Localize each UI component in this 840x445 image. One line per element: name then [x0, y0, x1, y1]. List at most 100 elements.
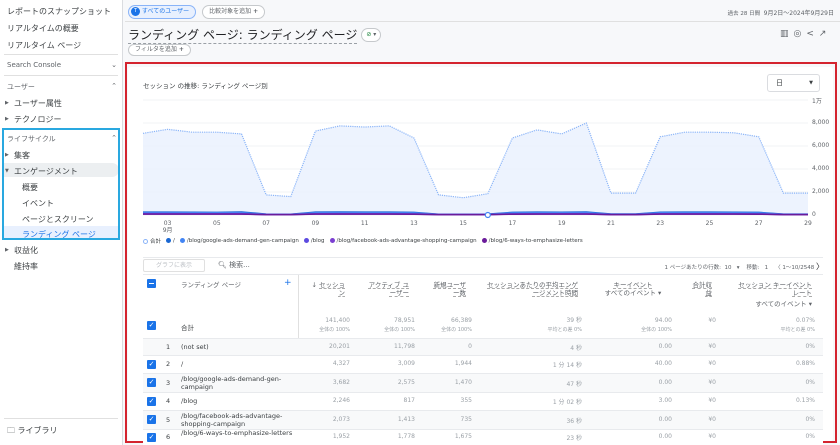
x-tick-label: 09	[312, 220, 320, 227]
header-new-users[interactable]: 新規ユーザー数	[430, 281, 466, 297]
table-row[interactable]	[143, 410, 823, 429]
library-label: ライブラリ	[17, 426, 58, 435]
chart-title: セッション の推移: ランディング ページ別	[143, 82, 268, 90]
legend-item[interactable]: /blog/6-ways-to-emphasize-letters	[481, 238, 583, 244]
nav-snapshot[interactable]: レポートのスナップショット	[7, 7, 111, 16]
row-landing-page[interactable]: /	[181, 360, 184, 368]
title-status-dropdown[interactable]: ⊘ ▾	[361, 28, 382, 42]
granularity-select[interactable]: 日 ▼	[767, 74, 820, 92]
nav-retention[interactable]: 維持率	[14, 262, 38, 271]
segment-bar: T すべてのユーザー 比較対象を追加 +	[128, 5, 266, 19]
row-landing-page[interactable]: (not set)	[181, 342, 209, 351]
caret-right-icon: ▶	[5, 116, 9, 122]
rate-filter[interactable]: すべてのイベント ▾	[755, 300, 812, 308]
legend-item[interactable]: /blog	[303, 238, 325, 244]
hover-point	[484, 211, 491, 219]
row-landing-page[interactable]: /blog/google-ads-demand-gen-campaign	[181, 374, 282, 391]
nav-events[interactable]: イベント	[22, 199, 54, 208]
row-checkbox[interactable]: ✓	[147, 359, 156, 369]
table-row[interactable]	[143, 429, 823, 445]
table-search[interactable]: 🔍︎ 検索...	[218, 260, 250, 270]
nav-realtime-overview[interactable]: リアルタイムの概要	[7, 24, 79, 33]
x-month-label: 9月	[162, 227, 173, 234]
nav-library[interactable]: 🗀 ライブラリ	[7, 425, 58, 439]
nav-realtime-pages[interactable]: リアルタイム ページ	[7, 41, 82, 50]
nav-acquisition[interactable]: ▶ 集客	[5, 150, 30, 161]
table-row[interactable]	[143, 355, 823, 373]
key-event-rate-label: セッション キーイベント レート	[738, 281, 812, 297]
header-revenue[interactable]: 合計収益	[690, 281, 713, 297]
nav-engagement-overview[interactable]: 概要	[22, 183, 38, 192]
row-cell: 4,327	[332, 360, 350, 367]
nav-lifecycle[interactable]: ライフサイクル ⌃	[7, 134, 117, 144]
table-row[interactable]	[143, 338, 823, 355]
search-console-label: Search Console	[7, 61, 62, 69]
nav-landing-page[interactable]: ランディング ページ	[22, 230, 96, 239]
share-icon[interactable]: <	[806, 29, 819, 39]
x-tick-text: 23	[656, 220, 665, 227]
row-landing-page[interactable]: /blog	[181, 397, 198, 405]
row-landing-page[interactable]: /blog/6-ways-to-emphasize-letters	[181, 429, 293, 437]
nav-engagement[interactable]: ▼ エンゲージメント	[5, 166, 78, 177]
customize-report-icon[interactable]: ▥	[780, 29, 794, 39]
segment-chip[interactable]: T すべてのユーザー	[128, 5, 197, 19]
x-tick-text: 17	[508, 220, 517, 227]
header-sessions[interactable]: ↓ セッション	[305, 281, 345, 297]
nav-search-console[interactable]: Search Console ⌄	[7, 61, 117, 69]
prev-page-icon[interactable]: 〈	[775, 265, 781, 271]
header-avg-engagement[interactable]: セッションあたりの平均エンゲージメント時間	[486, 281, 578, 297]
add-comparison-button[interactable]: 比較対象を追加 +	[202, 5, 266, 19]
goto-label: 移動:	[746, 265, 760, 271]
legend-dot	[303, 238, 309, 243]
page-title[interactable]: ランディング ページ: ランディング ページ	[128, 28, 358, 44]
row-checkbox[interactable]: ✓	[147, 396, 156, 406]
insights-icon[interactable]: ◎	[793, 29, 807, 39]
nav-user-section[interactable]: ユーザー ⌃	[7, 82, 117, 92]
plus-icon: +	[253, 8, 259, 15]
legend-item[interactable]: /blog/google-ads-demand-gen-campaign	[179, 238, 299, 244]
table-row[interactable]	[143, 392, 823, 410]
date-range-picker[interactable]: 過去 28 日間 9月2日～2024年9月29日	[728, 8, 834, 17]
nav-pages-screens[interactable]: ページとスクリーン	[22, 215, 94, 224]
row-cell: ¥0	[708, 415, 716, 423]
x-tick-text: 25	[705, 220, 714, 227]
nav-monetization[interactable]: ▶ 収益化	[5, 245, 38, 256]
title-row: ランディング ページ: ランディング ページ ⊘ ▾	[128, 26, 382, 44]
legend-item[interactable]: /blog/facebook-ads-advantage-shopping-ca…	[329, 238, 477, 244]
y-tick-label: 1万	[812, 98, 822, 105]
goto-input[interactable]: 1	[764, 265, 769, 271]
total-value: 78,951	[394, 317, 415, 324]
row-checkbox[interactable]: ✓	[147, 415, 156, 424]
plot-rows-button[interactable]: グラフに表示	[143, 259, 205, 272]
key-events-filter[interactable]: すべてのイベント ▾	[604, 289, 662, 297]
date-label: 過去 28 日間	[727, 11, 761, 17]
total-checkbox[interactable]: ✓	[147, 321, 156, 330]
row-cell: 2,575	[397, 378, 415, 386]
row-cell: 0%	[805, 378, 815, 386]
total-cell: 39 秒平均との差 0%	[548, 316, 582, 335]
header-key-events[interactable]: キーイベント すべてのイベント ▾	[598, 281, 668, 297]
header-key-event-rate[interactable]: セッション キーイベント レートすべてのイベント ▾	[730, 281, 812, 308]
nav-demographics[interactable]: ▶ ユーザー属性	[5, 98, 62, 109]
search-input[interactable]: 検索...	[229, 261, 250, 269]
row-landing-page[interactable]: /blog/facebook-ads-advantage-shopping-ca…	[181, 411, 283, 428]
caret-right-icon: ▶	[5, 247, 9, 253]
select-all-checkbox[interactable]	[147, 279, 156, 288]
row-checkbox[interactable]: ✓	[147, 378, 156, 387]
row-checkbox[interactable]: ✓	[147, 432, 156, 442]
add-comparison-label: 比較対象を追加	[209, 8, 252, 15]
header-active-users[interactable]: アクティブ ユーザー	[365, 281, 409, 297]
total-value: ¥0	[708, 317, 716, 324]
add-filter-button[interactable]: フィルタを追加 +	[128, 44, 191, 56]
nav-technology[interactable]: ▶ テクノロジー	[5, 114, 62, 125]
folder-icon: 🗀	[7, 426, 15, 435]
legend-item[interactable]: 合計	[143, 237, 161, 245]
trend-icon[interactable]: ↗	[818, 29, 832, 39]
rows-per-page-select[interactable]: 10 ▾	[724, 265, 740, 271]
legend-item[interactable]: /	[166, 238, 175, 244]
next-page-icon[interactable]: 〉	[816, 262, 824, 271]
table-row[interactable]	[143, 373, 823, 392]
header-landing-page[interactable]: ランディング ページ	[181, 281, 241, 289]
add-dimension-icon[interactable]: +	[284, 278, 292, 288]
